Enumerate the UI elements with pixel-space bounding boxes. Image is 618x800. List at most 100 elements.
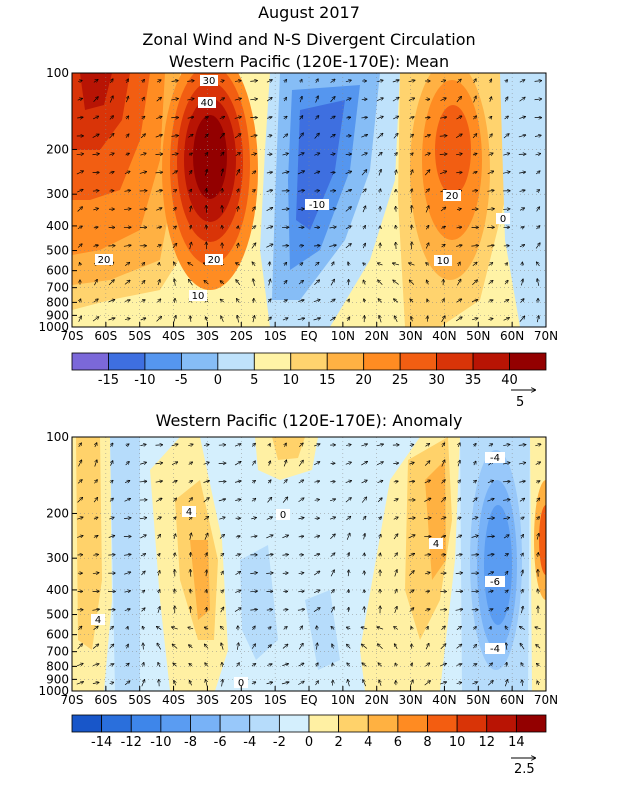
x-tick-label: 10N [331, 329, 355, 343]
wind-vector [487, 190, 494, 191]
wind-vector [77, 517, 83, 519]
wind-vector [234, 81, 241, 82]
svg-text:0: 0 [238, 678, 244, 689]
wind-vector [155, 172, 163, 173]
wind-vector [221, 169, 223, 177]
wind-vector [221, 643, 223, 650]
y-tick-label: 800 [46, 295, 69, 309]
wind-vector [411, 317, 412, 322]
wind-vector [174, 681, 176, 686]
wind-vector [78, 316, 82, 322]
colorbar-swatch [144, 352, 182, 371]
wind-vector [329, 517, 335, 519]
wind-vector [109, 96, 113, 103]
x-tick-label: 50S [128, 693, 151, 707]
wind-vector [537, 517, 540, 520]
svg-text:5: 5 [516, 395, 524, 410]
wind-vector [439, 136, 447, 137]
wind-vector [363, 680, 367, 687]
wind-vector [505, 80, 507, 82]
wind-vector [142, 263, 145, 266]
wind-vector [536, 481, 539, 483]
wind-vector [251, 243, 256, 249]
wind-vector [188, 444, 193, 445]
wind-vector [140, 318, 146, 320]
wind-vector [298, 480, 304, 484]
wind-vector [314, 462, 319, 466]
wind-vector [473, 627, 476, 630]
wind-vector [297, 190, 304, 191]
wind-vector [268, 299, 271, 302]
wind-vector [376, 444, 383, 446]
wind-vector [95, 460, 97, 467]
wind-vector [187, 99, 193, 101]
wind-vector [298, 281, 303, 285]
wind-vector [235, 499, 240, 500]
wind-vector [458, 443, 460, 448]
wind-vector [393, 481, 398, 482]
wind-vector [521, 535, 523, 539]
wind-vector [252, 207, 255, 212]
x-tick-label: 30S [196, 693, 219, 707]
wind-vector [362, 189, 366, 193]
wind-vector [92, 154, 99, 155]
wind-vector [408, 518, 415, 519]
wind-vector [299, 116, 303, 120]
wind-vector [143, 663, 144, 667]
wind-vector [222, 680, 223, 687]
wind-vector [535, 444, 540, 446]
wind-vector [124, 681, 130, 686]
colorbar-swatch [363, 352, 401, 371]
wind-vector [251, 154, 256, 155]
wind-vector [408, 98, 414, 100]
wind-vector [377, 134, 383, 139]
wind-vector [266, 535, 272, 539]
svg-text:-4: -4 [490, 644, 500, 655]
y-tick-label: 400 [46, 583, 69, 597]
wind-vector [346, 117, 350, 118]
wind-vector [503, 318, 510, 321]
wind-vector [158, 663, 160, 667]
wind-vector [411, 627, 412, 630]
wind-vector [234, 462, 241, 466]
wind-vector [219, 517, 225, 519]
wind-vector [234, 481, 241, 482]
wind-vector [77, 480, 82, 484]
wind-vector [518, 135, 526, 137]
wind-vector [235, 536, 240, 537]
wind-vector [442, 299, 444, 303]
x-tick-label: 40N [432, 329, 456, 343]
wind-vector [395, 589, 397, 594]
wind-vector [298, 443, 303, 448]
wind-vector [472, 262, 477, 267]
wind-vector [345, 481, 352, 483]
wind-vector [393, 499, 398, 501]
wind-vector [473, 116, 476, 120]
wind-vector [439, 171, 446, 175]
wind-vector [347, 317, 349, 322]
svg-text:4: 4 [186, 507, 192, 518]
wind-vector [395, 170, 396, 175]
wind-vector [284, 116, 287, 118]
wind-vector [330, 553, 335, 557]
wind-vector [190, 316, 191, 322]
wind-vector [188, 627, 194, 628]
wind-vector [172, 481, 177, 483]
wind-vector [284, 263, 286, 266]
x-tick-label: 30N [398, 693, 422, 707]
wind-vector [220, 607, 224, 613]
wind-vector [425, 644, 429, 650]
wind-vector [267, 317, 271, 322]
wind-vector [378, 280, 383, 285]
colorbar-label: 5 [250, 373, 258, 388]
wind-vector [409, 280, 415, 285]
wind-vector [298, 460, 303, 467]
wind-vector [522, 680, 523, 686]
svg-text:2.5: 2.5 [514, 762, 535, 777]
wind-vector [94, 280, 97, 286]
wind-vector [238, 226, 239, 228]
wind-vector [441, 244, 445, 247]
wind-vector [77, 98, 83, 100]
wind-vector [361, 627, 368, 629]
wind-vector [537, 262, 540, 267]
